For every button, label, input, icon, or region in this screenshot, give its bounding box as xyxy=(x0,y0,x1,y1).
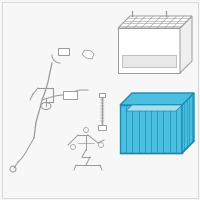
Polygon shape xyxy=(180,16,192,73)
FancyBboxPatch shape xyxy=(98,125,106,130)
FancyBboxPatch shape xyxy=(122,55,176,67)
Polygon shape xyxy=(120,93,194,105)
FancyBboxPatch shape xyxy=(2,2,198,198)
FancyBboxPatch shape xyxy=(58,47,68,54)
Polygon shape xyxy=(126,105,182,111)
FancyBboxPatch shape xyxy=(63,91,77,99)
Polygon shape xyxy=(118,28,180,73)
Polygon shape xyxy=(118,16,192,28)
Polygon shape xyxy=(82,50,94,59)
Polygon shape xyxy=(120,105,182,153)
Polygon shape xyxy=(182,93,194,153)
FancyBboxPatch shape xyxy=(99,93,105,97)
